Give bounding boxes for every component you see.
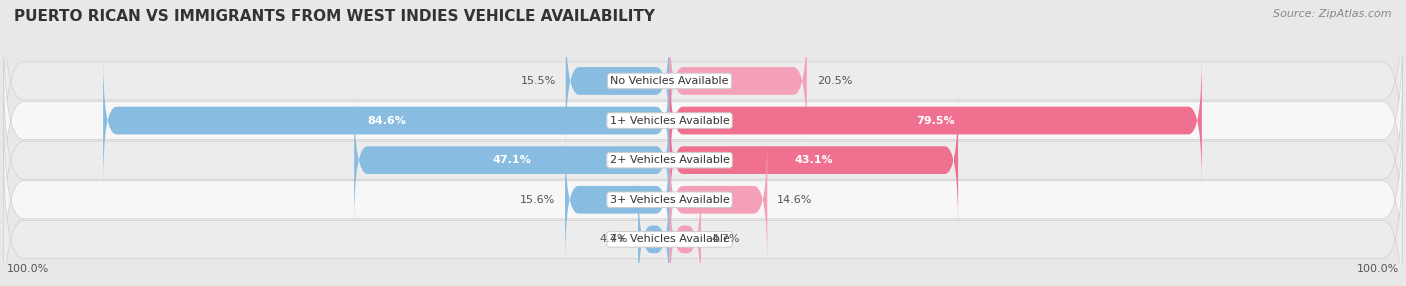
FancyBboxPatch shape <box>669 134 768 265</box>
Text: 14.6%: 14.6% <box>778 195 813 205</box>
Text: 84.6%: 84.6% <box>367 116 406 126</box>
FancyBboxPatch shape <box>669 55 1202 186</box>
FancyBboxPatch shape <box>3 21 1403 220</box>
Text: 4.7%: 4.7% <box>599 234 628 244</box>
FancyBboxPatch shape <box>565 134 669 265</box>
FancyBboxPatch shape <box>354 95 669 225</box>
Text: No Vehicles Available: No Vehicles Available <box>610 76 728 86</box>
Text: 100.0%: 100.0% <box>7 264 49 274</box>
Text: 3+ Vehicles Available: 3+ Vehicles Available <box>610 195 730 205</box>
FancyBboxPatch shape <box>3 0 1403 181</box>
FancyBboxPatch shape <box>669 174 702 286</box>
Text: 100.0%: 100.0% <box>1357 264 1399 274</box>
Text: 15.6%: 15.6% <box>520 195 555 205</box>
FancyBboxPatch shape <box>3 140 1403 286</box>
Text: 15.5%: 15.5% <box>520 76 555 86</box>
Text: Source: ZipAtlas.com: Source: ZipAtlas.com <box>1274 9 1392 19</box>
Text: 4.7%: 4.7% <box>711 234 740 244</box>
Text: 43.1%: 43.1% <box>794 155 834 165</box>
Text: 4+ Vehicles Available: 4+ Vehicles Available <box>610 234 730 244</box>
Text: PUERTO RICAN VS IMMIGRANTS FROM WEST INDIES VEHICLE AVAILABILITY: PUERTO RICAN VS IMMIGRANTS FROM WEST IND… <box>14 9 655 23</box>
FancyBboxPatch shape <box>638 174 669 286</box>
Text: 1+ Vehicles Available: 1+ Vehicles Available <box>610 116 730 126</box>
FancyBboxPatch shape <box>565 16 669 146</box>
FancyBboxPatch shape <box>3 60 1403 260</box>
Text: 47.1%: 47.1% <box>492 155 531 165</box>
FancyBboxPatch shape <box>669 95 957 225</box>
FancyBboxPatch shape <box>669 16 807 146</box>
FancyBboxPatch shape <box>103 55 669 186</box>
Text: 79.5%: 79.5% <box>917 116 955 126</box>
Text: 2+ Vehicles Available: 2+ Vehicles Available <box>610 155 730 165</box>
Text: 20.5%: 20.5% <box>817 76 852 86</box>
FancyBboxPatch shape <box>3 100 1403 286</box>
